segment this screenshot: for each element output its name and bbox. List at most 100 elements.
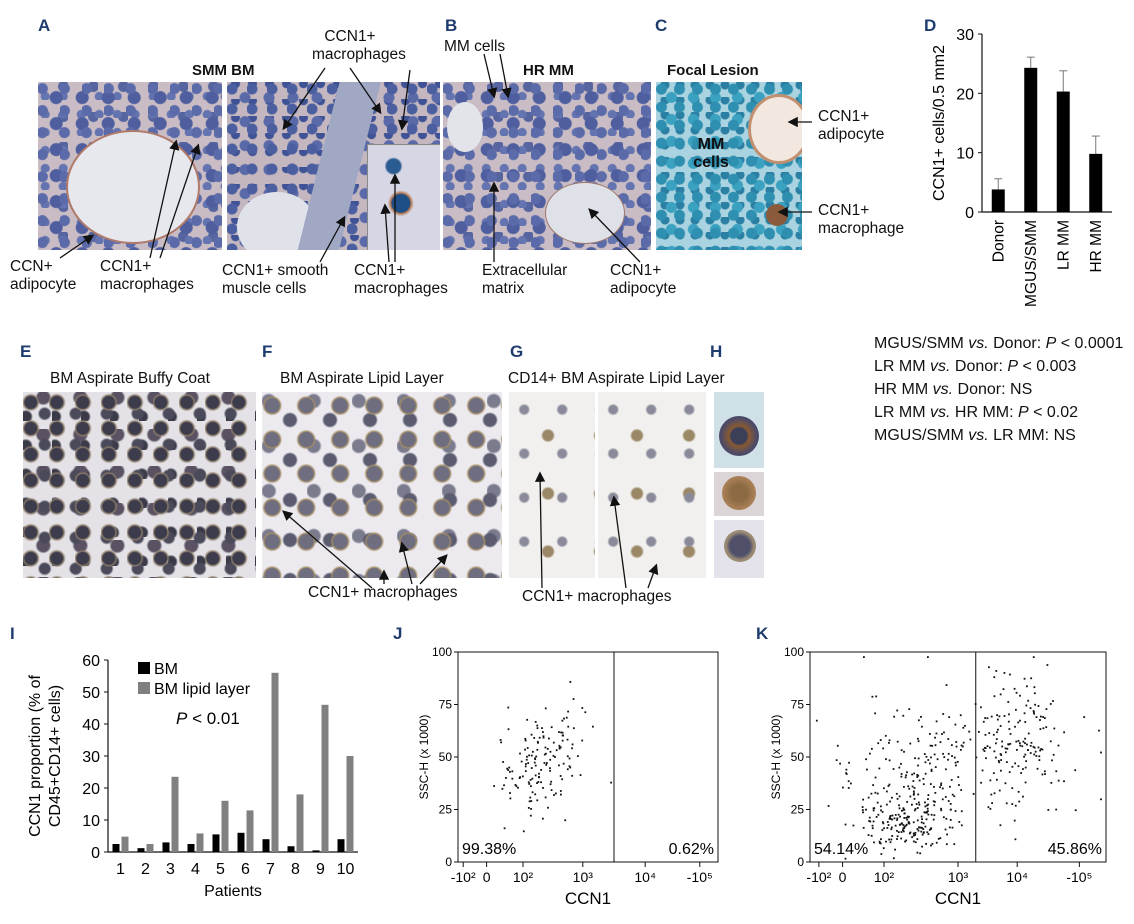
- event-point: [872, 784, 875, 786]
- i-category-label-6: 7: [266, 861, 275, 878]
- j-ytick-label-2: 50: [439, 750, 453, 764]
- panel-b-label-mm-cells: MM cells: [444, 38, 506, 55]
- event-point: [872, 809, 875, 812]
- event-point: [908, 815, 910, 818]
- event-point: [985, 757, 987, 760]
- event-point: [579, 774, 582, 776]
- event-point: [1024, 766, 1027, 769]
- event-point: [912, 821, 915, 824]
- event-point: [545, 763, 548, 766]
- event-point: [534, 793, 537, 796]
- event-point: [581, 739, 584, 742]
- event-point: [874, 791, 877, 794]
- event-point: [914, 808, 917, 810]
- event-point: [850, 782, 852, 785]
- event-point: [882, 847, 885, 850]
- event-point: [997, 728, 999, 731]
- event-point: [920, 826, 922, 829]
- panel-i-chart: 0 10 20 30 40 50 60 1 2 3 4 5 6 7 8 9 10 Patients CCN1 pro…: [27, 653, 358, 900]
- event-point: [870, 792, 873, 795]
- j-xtick-label-5: -10⁵: [687, 869, 713, 885]
- event-point: [1039, 715, 1042, 718]
- i-category-label-8: 9: [316, 861, 325, 878]
- event-point: [1017, 721, 1020, 724]
- event-point: [511, 777, 514, 780]
- event-point: [549, 769, 552, 772]
- event-point: [1003, 672, 1006, 674]
- event-point: [591, 725, 594, 728]
- stats-block: MGUS/SMM vs. Donor: P < 0.0001 LR MM vs.…: [874, 332, 1123, 447]
- event-point: [953, 843, 956, 846]
- event-point: [1011, 787, 1014, 790]
- event-point: [552, 754, 555, 757]
- event-point: [839, 762, 841, 765]
- event-point: [921, 827, 924, 829]
- event-point: [903, 825, 906, 828]
- event-point: [1023, 712, 1026, 715]
- event-point: [902, 830, 905, 833]
- event-point: [1052, 700, 1054, 702]
- event-point: [1033, 746, 1036, 749]
- event-point: [960, 744, 963, 747]
- event-point: [980, 706, 982, 709]
- event-point: [1017, 765, 1020, 768]
- event-point: [927, 759, 930, 761]
- event-point: [836, 744, 839, 747]
- event-point: [538, 772, 540, 775]
- k-ytick-label-2: 50: [791, 750, 805, 764]
- event-point: [1030, 741, 1033, 744]
- event-point: [992, 772, 995, 775]
- k-ytick-label-3: 75: [791, 698, 805, 712]
- event-point: [914, 841, 917, 844]
- i-bar-bm-7: [287, 846, 295, 852]
- j-events: [493, 681, 612, 833]
- event-point: [902, 809, 905, 811]
- event-point: [940, 782, 943, 785]
- event-point: [886, 827, 889, 829]
- event-point: [1055, 808, 1058, 811]
- event-point: [1041, 773, 1044, 776]
- d-bar-1: [1024, 67, 1038, 212]
- event-point: [528, 783, 531, 785]
- event-point: [1015, 740, 1018, 743]
- event-point: [873, 841, 875, 844]
- event-point: [1007, 720, 1010, 723]
- event-point: [955, 764, 957, 767]
- event-point: [536, 782, 538, 784]
- i-category-label-4: 5: [216, 861, 225, 878]
- event-point: [960, 824, 963, 827]
- i-bar-bm-lipid-layer-6: [271, 672, 279, 852]
- event-point: [984, 746, 986, 749]
- event-point: [984, 717, 987, 719]
- event-point: [569, 681, 572, 683]
- panel-letter-a: A: [38, 16, 51, 35]
- i-ytick-label-6: 60: [82, 653, 100, 670]
- event-point: [865, 808, 867, 811]
- event-point: [930, 756, 932, 759]
- event-point: [896, 740, 899, 743]
- panel-d-chart: 0 10 20 30 Donor MGUS/SMM LR MM HR MM CCN1+ cell…: [931, 27, 1112, 307]
- event-point: [896, 817, 899, 820]
- event-point: [991, 802, 993, 804]
- event-point: [878, 767, 881, 770]
- event-point: [852, 824, 855, 827]
- event-point: [554, 756, 556, 758]
- event-point: [1011, 765, 1014, 768]
- event-point: [1057, 779, 1060, 782]
- event-point: [949, 802, 952, 805]
- event-point: [1046, 664, 1049, 666]
- panel-e-title: BM Aspirate Buffy Coat: [50, 370, 210, 387]
- event-point: [989, 807, 992, 810]
- k-xtick-label-3: 10³: [948, 869, 969, 885]
- event-point: [558, 731, 560, 734]
- event-point: [544, 796, 547, 799]
- k-xtick-label-4: 10⁴: [1006, 869, 1028, 885]
- event-point: [927, 794, 930, 797]
- event-point: [844, 857, 847, 860]
- event-point: [1043, 717, 1046, 719]
- event-point: [894, 824, 897, 827]
- event-point: [550, 780, 553, 783]
- event-point: [939, 837, 942, 840]
- event-point: [922, 822, 925, 825]
